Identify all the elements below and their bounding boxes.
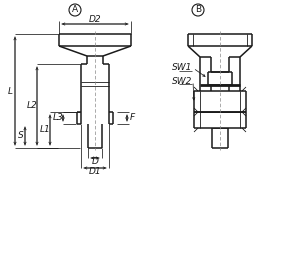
Text: A: A bbox=[72, 6, 78, 15]
Text: D2: D2 bbox=[89, 16, 101, 25]
Text: L3: L3 bbox=[53, 114, 63, 122]
Text: SW2: SW2 bbox=[172, 77, 192, 86]
Text: L: L bbox=[8, 87, 13, 96]
Text: S: S bbox=[18, 131, 24, 140]
Text: F: F bbox=[129, 114, 134, 122]
Text: B: B bbox=[195, 6, 201, 15]
Text: D1: D1 bbox=[89, 167, 101, 177]
Text: D: D bbox=[92, 158, 98, 167]
Text: L2: L2 bbox=[26, 101, 37, 111]
Text: SW1: SW1 bbox=[172, 64, 192, 73]
Text: L1: L1 bbox=[40, 125, 50, 134]
